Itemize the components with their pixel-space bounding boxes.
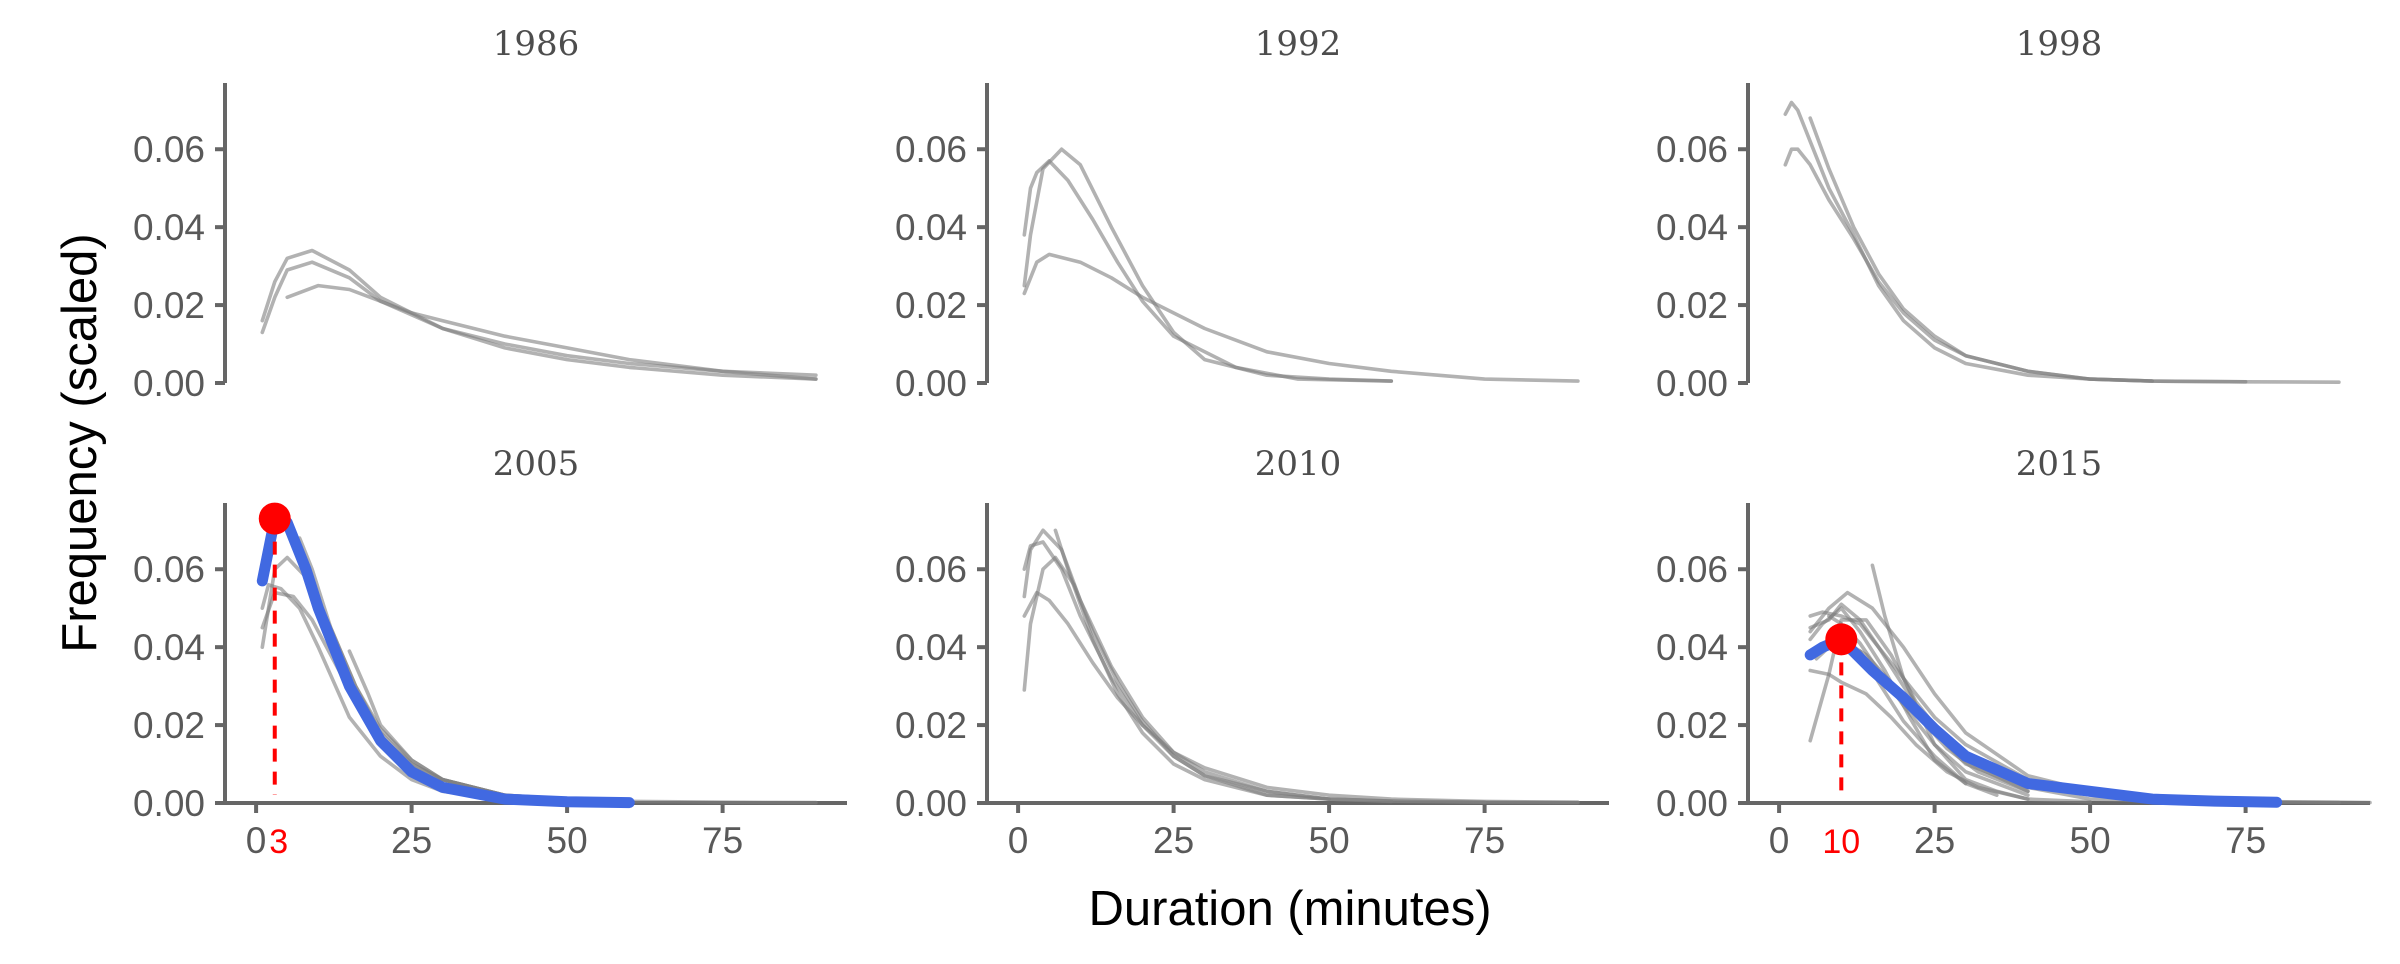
series-line bbox=[1022, 590, 1580, 804]
x-tick-label: 75 bbox=[1464, 820, 1505, 861]
y-tick-label: 0.06 bbox=[133, 129, 205, 170]
y-tick-label: 0.04 bbox=[895, 207, 967, 248]
y-tick-label: 0.00 bbox=[1656, 783, 1728, 824]
y-tick-label: 0.06 bbox=[1656, 549, 1728, 590]
x-tick-label: 75 bbox=[2225, 820, 2266, 861]
series-line bbox=[1053, 528, 1394, 804]
x-tick-label: 75 bbox=[702, 820, 743, 861]
panel-title: 2010 bbox=[1255, 444, 1342, 484]
y-axis-title: Frequency (scaled) bbox=[53, 233, 107, 652]
panel-1992: 1992 0.00 0.02 0.04 0.06 bbox=[895, 24, 1580, 404]
series-line bbox=[1022, 540, 1487, 804]
panel-2005: 2005 0.00 0.02 0.04 0.06 0 25 50 75 3 bbox=[133, 444, 847, 861]
y-tick-label: 0.00 bbox=[133, 363, 205, 404]
x-tick-label: 25 bbox=[391, 820, 432, 861]
y-tick-label: 0.02 bbox=[895, 285, 967, 326]
y-tick-label: 0.04 bbox=[1656, 627, 1728, 668]
y-tick-label: 0.06 bbox=[895, 129, 967, 170]
series-line bbox=[260, 260, 818, 381]
panel-title: 1986 bbox=[493, 24, 580, 64]
mode-label: 10 bbox=[1822, 823, 1860, 861]
x-tick-label: 0 bbox=[1769, 820, 1790, 861]
series-line bbox=[260, 248, 818, 381]
y-tick-label: 0.04 bbox=[1656, 207, 1728, 248]
series-line bbox=[1808, 606, 1968, 786]
x-axis-title: Duration (minutes) bbox=[1088, 882, 1491, 936]
series-line bbox=[1022, 159, 1394, 383]
y-tick-label: 0.00 bbox=[895, 783, 967, 824]
series-line bbox=[1808, 590, 2372, 805]
mode-label: 3 bbox=[269, 823, 288, 861]
series-line bbox=[1808, 610, 2341, 805]
panel-title: 1992 bbox=[1255, 24, 1342, 64]
mode-point bbox=[1825, 623, 1858, 656]
series-line bbox=[1022, 555, 1331, 801]
panel-2015: 2015 0.00 0.02 0.04 0.06 0 25 50 75 10 bbox=[1656, 444, 2372, 861]
y-tick-label: 0.02 bbox=[133, 285, 205, 326]
x-tick-label: 50 bbox=[1309, 820, 1350, 861]
y-tick-label: 0.00 bbox=[133, 783, 205, 824]
y-tick-label: 0.02 bbox=[1656, 705, 1728, 746]
series-line bbox=[1808, 116, 2155, 383]
y-tick-label: 0.06 bbox=[133, 549, 205, 590]
series-line bbox=[1022, 147, 1394, 383]
x-tick-label: 25 bbox=[1914, 820, 1955, 861]
series-line bbox=[1870, 563, 2092, 804]
x-tick-label: 25 bbox=[1153, 820, 1194, 861]
x-tick-label: 50 bbox=[547, 820, 588, 861]
x-tick-label: 0 bbox=[246, 820, 267, 861]
panel-title: 2015 bbox=[2016, 444, 2103, 484]
y-tick-label: 0.06 bbox=[895, 549, 967, 590]
y-tick-label: 0.04 bbox=[895, 627, 967, 668]
x-tick-label: 50 bbox=[2070, 820, 2111, 861]
series-line bbox=[260, 590, 632, 804]
x-tick-label: 0 bbox=[1008, 820, 1029, 861]
series-line bbox=[347, 649, 569, 801]
series-line bbox=[285, 283, 818, 377]
highlight-series-line bbox=[256, 513, 635, 809]
y-tick-label: 0.02 bbox=[133, 705, 205, 746]
panel-title: 2005 bbox=[493, 444, 580, 484]
panel-2010: 2010 0.00 0.02 0.04 0.06 0 25 50 75 bbox=[895, 444, 1609, 861]
y-tick-label: 0.04 bbox=[133, 207, 205, 248]
series-line bbox=[1783, 147, 2341, 384]
y-tick-label: 0.02 bbox=[895, 705, 967, 746]
panel-title: 1998 bbox=[2016, 24, 2103, 64]
y-tick-label: 0.00 bbox=[895, 363, 967, 404]
facet-panels: 1986 0.00 0.02 0.04 0.06 1992 0.00 0.02 0.04 0.06… bbox=[133, 24, 2372, 861]
y-tick-label: 0.06 bbox=[1656, 129, 1728, 170]
y-tick-label: 0.04 bbox=[133, 627, 205, 668]
panel-1998: 1998 0.00 0.02 0.04 0.06 bbox=[1656, 24, 2341, 404]
series-line bbox=[1022, 252, 1580, 383]
panel-1986: 1986 0.00 0.02 0.04 0.06 bbox=[133, 24, 818, 404]
mode-point bbox=[258, 502, 291, 535]
y-tick-label: 0.02 bbox=[1656, 285, 1728, 326]
y-tick-label: 0.00 bbox=[1656, 363, 1728, 404]
